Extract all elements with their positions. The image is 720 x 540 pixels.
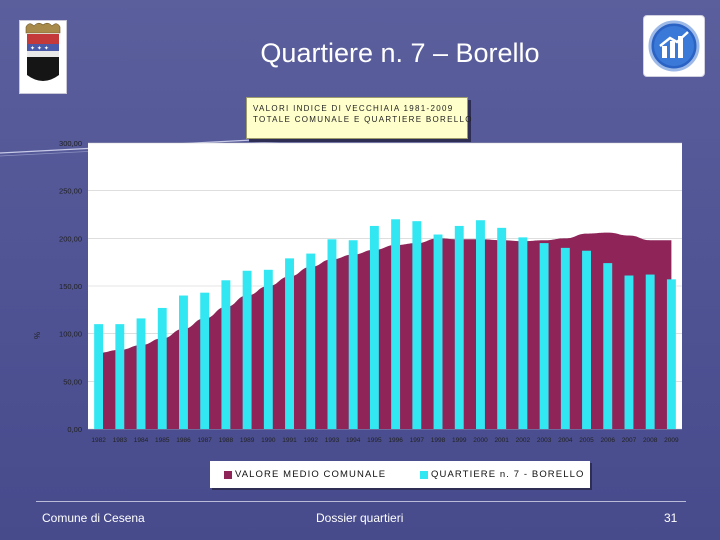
- x-tick-label: 2004: [558, 437, 573, 444]
- chart-title-box: VALORI INDICE DI VECCHIAIA 1981-2009 TOT…: [246, 97, 473, 139]
- bar-series-layer: [94, 219, 676, 429]
- x-tick-label: 1994: [346, 437, 361, 444]
- bar-borello-1987: [200, 292, 210, 429]
- svg-text:✦ ✦ ✦: ✦ ✦ ✦: [30, 45, 49, 52]
- x-tick-label: 2001: [494, 437, 509, 444]
- bar-borello-1992: [306, 253, 316, 429]
- y-tick-labels: 0,00 50,00 100,00 150,00 200,00 250,00 300,00: [59, 139, 82, 434]
- bar-borello-1982: [94, 324, 104, 429]
- y-tick-label: 50,00: [63, 377, 82, 386]
- x-tick-label: 1983: [113, 437, 128, 444]
- x-tick-label: 2002: [516, 437, 531, 444]
- bar-borello-1993: [327, 239, 337, 429]
- footer-organization: Comune di Cesena: [42, 511, 145, 525]
- footer-divider: [36, 501, 686, 502]
- legend-label-borello: QUARTIERE n. 7 - BORELLO: [431, 469, 585, 480]
- bar-borello-2006: [603, 263, 613, 429]
- x-tick-label: 2009: [664, 437, 679, 444]
- bar-borello-1990: [263, 269, 273, 429]
- x-tick-label: 1995: [367, 437, 382, 444]
- legend-swatch-borello: [420, 470, 428, 479]
- y-tick-label: 100,00: [59, 330, 82, 339]
- x-tick-label: 2008: [643, 437, 658, 444]
- bar-borello-2003: [539, 243, 549, 429]
- bar-borello-1997: [412, 221, 422, 429]
- x-tick-label: 1984: [134, 437, 149, 444]
- x-tick-label: 2000: [473, 437, 488, 444]
- chart-title-line-2: TOTALE COMUNALE E QUARTIERE BORELLO: [253, 115, 473, 124]
- x-tick-label: 1996: [388, 437, 403, 444]
- bar-borello-1989: [242, 270, 252, 429]
- x-tick-labels: 1982 1983 1984 1985 1986 1987 1988 1989 1990 1991…: [91, 437, 679, 444]
- x-tick-label: 1988: [219, 437, 234, 444]
- bar-borello-1985: [157, 307, 167, 429]
- bar-borello-1988: [221, 280, 231, 429]
- x-tick-label: 1991: [282, 437, 297, 444]
- y-tick-label: 150,00: [59, 282, 82, 291]
- x-tick-label: 1987: [197, 437, 212, 444]
- x-tick-label: 1989: [240, 437, 255, 444]
- legend-label-comunale: VALORE MEDIO COMUNALE: [235, 469, 387, 480]
- bar-borello-2007: [624, 275, 634, 429]
- bar-borello-1983: [115, 324, 125, 429]
- bar-borello-2002: [518, 237, 528, 429]
- x-tick-label: 1990: [261, 437, 276, 444]
- bar-borello-2005: [582, 250, 591, 429]
- bar-borello-1998: [433, 234, 443, 429]
- footer-page-number: 31: [664, 511, 678, 525]
- bar-borello-1984: [136, 318, 146, 429]
- bar-borello-1999: [454, 225, 464, 429]
- legend-item-borello: QUARTIERE n. 7 - BORELLO: [420, 469, 584, 480]
- area-series-layer: [98, 232, 672, 429]
- bar-borello-1991: [285, 258, 294, 429]
- chart-icon-logo: [643, 15, 705, 77]
- footer-document-title: Dossier quartieri: [316, 511, 404, 525]
- x-tick-label: 1999: [452, 437, 467, 444]
- bar-borello-1994: [348, 240, 358, 429]
- x-tick-label: 1998: [431, 437, 446, 444]
- x-tick-label: 2007: [622, 437, 637, 444]
- bar-borello-1995: [369, 225, 379, 429]
- x-tick-label: 1986: [176, 437, 191, 444]
- chart-legend: VALORE MEDIO COMUNALE QUARTIERE n. 7 - B…: [210, 461, 590, 488]
- chart-title-line-1: VALORI INDICE DI VECCHIAIA 1981-2009: [253, 104, 454, 113]
- y-tick-label: 0,00: [67, 425, 82, 434]
- legend-item-comunale: VALORE MEDIO COMUNALE: [224, 469, 386, 480]
- x-tick-label: 2006: [601, 437, 616, 444]
- bar-borello-1986: [179, 295, 188, 429]
- bar-borello-2000: [476, 220, 485, 429]
- bar-borello-2008: [645, 274, 655, 429]
- x-tick-label: 1997: [410, 437, 425, 444]
- bar-borello-1996: [391, 219, 401, 429]
- bar-borello-2001: [497, 227, 507, 429]
- x-tick-label: 1993: [325, 437, 340, 444]
- x-tick-label: 2005: [579, 437, 594, 444]
- area-series-comunale: [98, 232, 672, 429]
- bar-borello-2004: [560, 247, 570, 429]
- x-tick-label: 1985: [155, 437, 170, 444]
- x-tick-label: 1992: [304, 437, 319, 444]
- y-tick-label: 300,00: [59, 139, 82, 148]
- y-axis-label: %: [33, 332, 42, 339]
- slide-title: Quartiere n. 7 – Borello: [260, 38, 540, 68]
- y-tick-label: 200,00: [59, 234, 82, 243]
- x-tick-label: 1982: [91, 437, 106, 444]
- bar-borello-2009: [666, 279, 676, 429]
- coat-of-arms-logo: ✦ ✦ ✦: [19, 20, 67, 94]
- x-tick-label: 2003: [537, 437, 552, 444]
- legend-swatch-comunale: [224, 470, 232, 479]
- y-tick-label: 250,00: [59, 187, 82, 196]
